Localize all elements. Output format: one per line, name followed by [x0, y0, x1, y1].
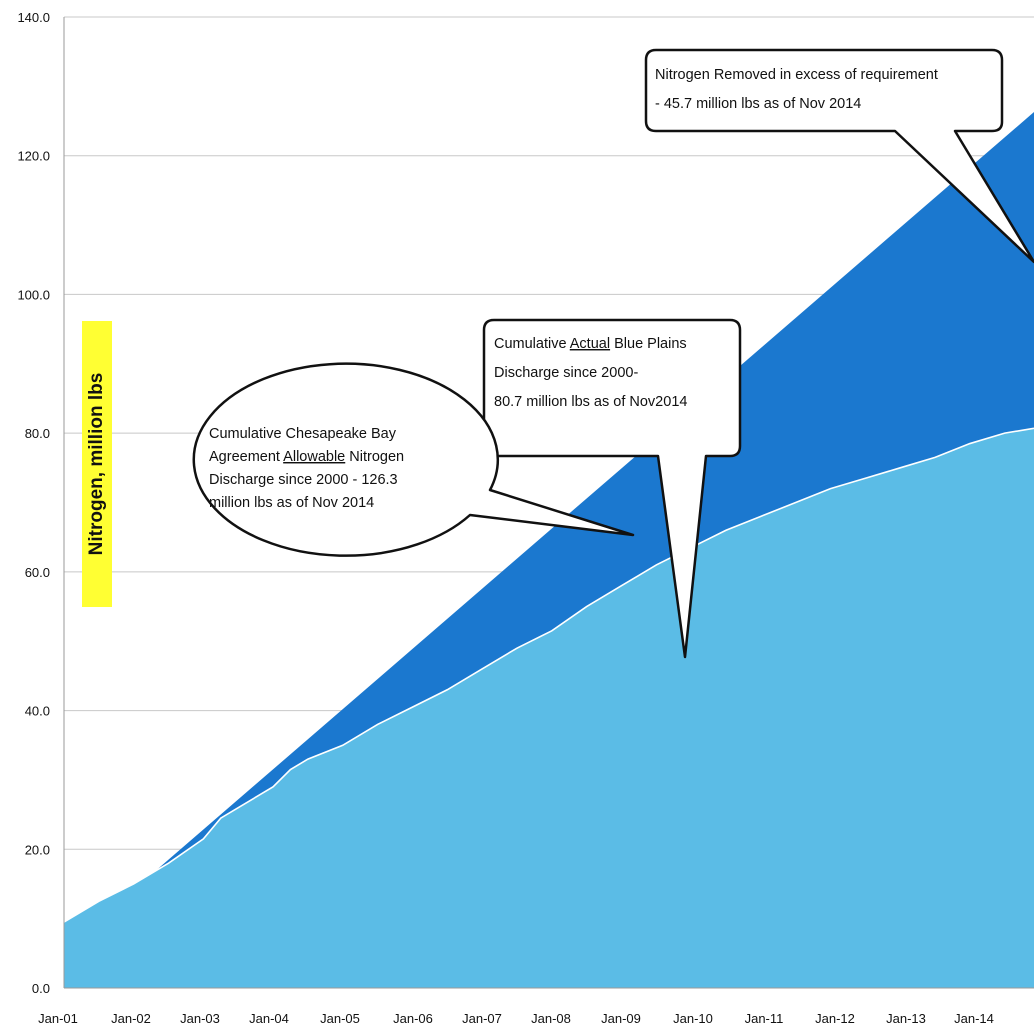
chart-areas — [63, 112, 1034, 989]
actual-callout-line: Discharge since 2000- — [494, 365, 638, 381]
removed-callout-line: - 45.7 million lbs as of Nov 2014 — [655, 96, 861, 112]
y-axis-label-highlight — [82, 321, 112, 607]
y-tick-label: 120.0 — [17, 149, 50, 164]
y-tick-label: 100.0 — [17, 287, 50, 302]
x-tick-label: Jan-14 — [954, 1011, 994, 1026]
x-tick-label: Jan-03 — [180, 1011, 220, 1026]
actual-callout-line: Cumulative Actual Blue Plains — [494, 336, 687, 352]
removed-callout-line: Nitrogen Removed in excess of requiremen… — [655, 67, 938, 83]
x-tick-label: Jan-08 — [531, 1011, 571, 1026]
x-tick-label: Jan-11 — [745, 1011, 784, 1026]
actual-callout-line: 80.7 million lbs as of Nov2014 — [494, 394, 687, 410]
y-tick-label: 0.0 — [32, 981, 50, 996]
x-tick-label: Jan-05 — [320, 1011, 360, 1026]
x-tick-label: Jan-10 — [673, 1011, 713, 1026]
x-tick-label: Jan-12 — [815, 1011, 855, 1026]
x-tick-label: Jan-04 — [249, 1011, 289, 1026]
x-tick-label: Jan-02 — [111, 1011, 151, 1026]
allowable-callout-bubble — [192, 362, 635, 557]
allowable-callout-line: Discharge since 2000 - 126.3 — [209, 472, 398, 488]
actual-callout-box — [482, 318, 742, 659]
y-tick-label: 60.0 — [25, 565, 50, 580]
x-tick-label: Jan-09 — [601, 1011, 641, 1026]
y-tick-label: 40.0 — [25, 704, 50, 719]
callouts: Nitrogen Removed in excess of requiremen… — [192, 48, 1034, 659]
allowable-callout-line: million lbs as of Nov 2014 — [209, 495, 374, 511]
actual-line — [63, 427, 1034, 923]
allowable-callout-line: Cumulative Chesapeake Bay — [209, 426, 397, 442]
y-tick-label: 20.0 — [25, 842, 50, 857]
removed-callout-box — [644, 48, 1034, 264]
axes: 0.0 20.0 40.0 60.0 80.0 100.0 120.0 140.0 Jan-01… — [17, 10, 1034, 1026]
y-tick-label: 140.0 — [17, 10, 50, 25]
actual-area — [64, 428, 1034, 989]
y-tick-label: 80.0 — [25, 426, 50, 441]
allowable-callout-line: Agreement Allowable Nitrogen — [209, 449, 404, 465]
x-tick-label: Jan-01 — [38, 1011, 78, 1026]
y-axis-label: Nitrogen, million lbs — [86, 372, 107, 556]
x-tick-label: Jan-06 — [393, 1011, 433, 1026]
x-tick-label: Jan-07 — [462, 1011, 502, 1026]
x-tick-label: Jan-13 — [886, 1011, 926, 1026]
